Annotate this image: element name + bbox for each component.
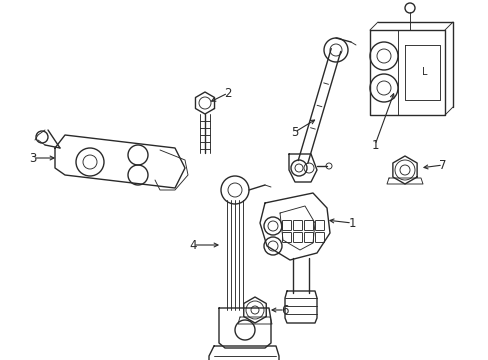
Text: 1: 1 — [347, 216, 355, 230]
Text: 5: 5 — [291, 126, 298, 139]
Text: 7: 7 — [438, 158, 446, 171]
Text: 6: 6 — [281, 303, 288, 316]
Text: L: L — [421, 67, 427, 77]
Text: 2: 2 — [224, 86, 231, 99]
Text: 1: 1 — [370, 139, 378, 152]
Text: 3: 3 — [29, 152, 37, 165]
Text: 4: 4 — [189, 239, 196, 252]
